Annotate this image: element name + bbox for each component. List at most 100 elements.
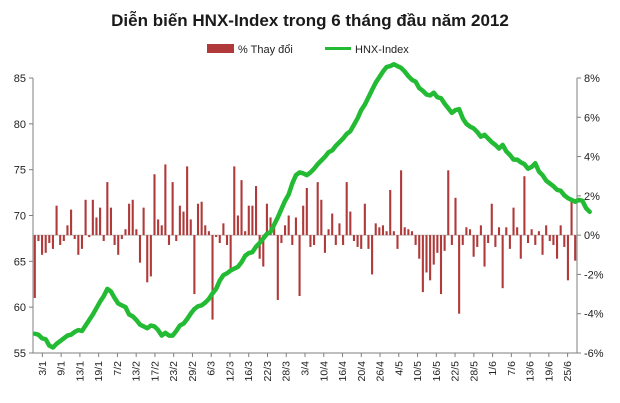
bar-change xyxy=(367,235,370,249)
bar-series xyxy=(33,164,577,320)
bar-change xyxy=(450,235,453,245)
bar-change xyxy=(490,203,493,236)
bar-change xyxy=(164,164,167,236)
x-axis-ticks: 3/1 9/1 13/1 19/1 7/2 13/2 17/2 23/2 29/2 6/3 12/3… xyxy=(37,353,574,381)
bar-change xyxy=(146,235,149,283)
x-tick-label: 10/4 xyxy=(318,361,330,382)
bar-change xyxy=(33,235,36,298)
bar-change xyxy=(483,235,486,267)
x-tick-label: 23/2 xyxy=(168,361,180,382)
x-tick-label: 22/3 xyxy=(262,361,274,382)
x-tick-label: 19/6 xyxy=(543,361,555,382)
bar-change xyxy=(70,209,73,236)
bar-change xyxy=(211,235,214,320)
right-tick-label: 6% xyxy=(584,112,600,124)
bar-change xyxy=(233,166,236,236)
bar-change xyxy=(309,235,312,247)
bar-change xyxy=(526,235,530,243)
bar-change xyxy=(545,225,548,236)
bar-change xyxy=(41,235,44,255)
bar-change xyxy=(244,231,247,236)
bar-change xyxy=(251,205,254,236)
bar-change xyxy=(574,235,577,261)
bar-change xyxy=(385,231,388,236)
bar-change xyxy=(265,203,268,236)
bar-change xyxy=(196,203,200,236)
bar-change xyxy=(447,170,450,236)
left-tick-label: 80 xyxy=(14,119,26,131)
bar-change xyxy=(534,235,537,245)
bar-change xyxy=(280,235,283,243)
bar-change xyxy=(512,207,515,236)
x-tick-label: 16/5 xyxy=(431,361,443,382)
bar-change xyxy=(95,217,98,236)
bar-change xyxy=(298,235,301,297)
x-tick-label: 10/5 xyxy=(412,361,424,382)
bar-change xyxy=(276,235,279,300)
bar-change xyxy=(454,197,457,236)
x-tick-label: 13/2 xyxy=(131,361,143,382)
bar-change xyxy=(284,225,287,236)
bar-change xyxy=(113,235,116,245)
bar-change xyxy=(262,235,265,267)
bar-change xyxy=(468,229,472,236)
bar-change xyxy=(200,201,203,236)
right-axis-ticks: -6% -4% -2% 0% 2% 4% 6% 8% xyxy=(577,73,604,360)
bar-change xyxy=(269,217,272,236)
left-tick-label: 60 xyxy=(14,302,26,314)
bar-change xyxy=(236,215,239,236)
bar-change xyxy=(425,235,428,273)
bar-change xyxy=(494,235,497,247)
bar-change xyxy=(342,235,345,245)
x-tick-label: 25/6 xyxy=(562,361,574,382)
bar-change xyxy=(563,235,566,247)
bar-change xyxy=(465,227,468,236)
legend-label-bar: % Thay đổi xyxy=(238,44,293,56)
bar-change xyxy=(556,235,559,259)
bar-change xyxy=(73,235,76,240)
bar-change xyxy=(476,235,479,247)
bar-change xyxy=(429,235,432,281)
left-tick-label: 75 xyxy=(14,165,26,177)
x-tick-label: 16/3 xyxy=(243,361,255,382)
bar-change xyxy=(171,182,174,236)
bar-change xyxy=(258,235,261,259)
left-tick-label: 85 xyxy=(14,73,26,85)
x-tick-label: 26/4 xyxy=(375,361,387,382)
bar-change xyxy=(316,182,319,236)
bar-change xyxy=(436,235,439,253)
bar-change xyxy=(519,235,522,259)
bar-change xyxy=(331,213,334,236)
left-tick-label: 55 xyxy=(14,348,26,360)
bar-change xyxy=(178,205,181,236)
bar-change xyxy=(160,225,163,236)
right-tick-label: 4% xyxy=(584,152,600,164)
bar-change xyxy=(313,235,316,245)
bar-change xyxy=(207,231,210,236)
x-tick-label: 1/6 xyxy=(487,361,499,376)
bar-change xyxy=(443,235,446,251)
x-tick-label: 29/2 xyxy=(187,361,199,382)
bar-change xyxy=(392,231,395,236)
bar-change xyxy=(84,199,87,236)
left-tick-label: 65 xyxy=(14,256,26,268)
bar-change xyxy=(418,235,421,259)
x-tick-label: 28/5 xyxy=(468,361,480,382)
bar-change xyxy=(400,170,403,236)
bar-change xyxy=(80,235,84,249)
bar-change xyxy=(142,207,145,236)
bar-change xyxy=(215,235,218,238)
bar-change xyxy=(225,235,229,245)
bar-change xyxy=(254,186,258,236)
axes xyxy=(32,78,578,354)
bar-change xyxy=(240,180,243,236)
bar-change xyxy=(305,188,308,236)
bar-change xyxy=(396,235,399,249)
bar-change xyxy=(349,211,352,236)
x-tick-label: 17/2 xyxy=(149,361,161,382)
bar-change xyxy=(222,223,225,236)
bar-change xyxy=(102,235,105,242)
bar-change xyxy=(193,235,196,295)
bar-change xyxy=(117,235,120,255)
